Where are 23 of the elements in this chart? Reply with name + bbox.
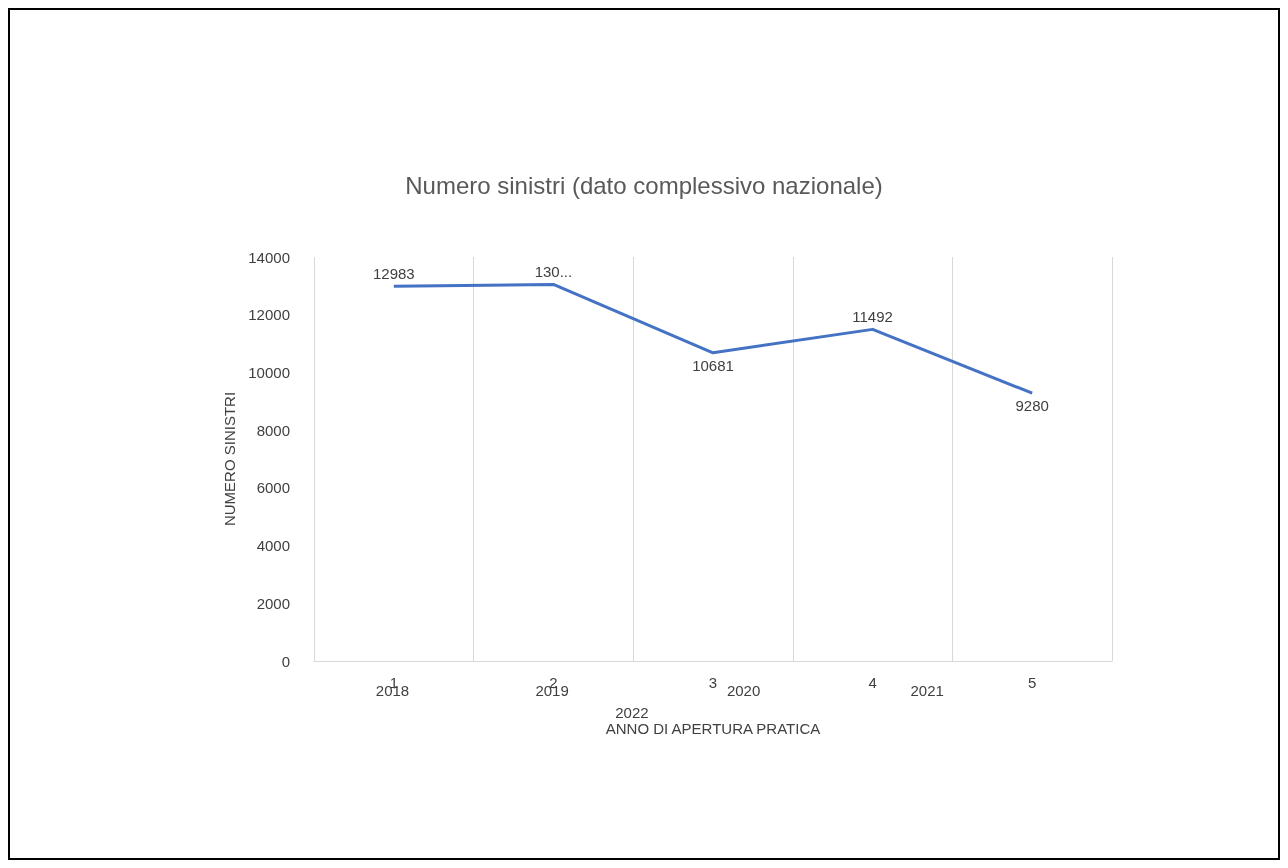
- data-label: 130...: [534, 263, 573, 281]
- text: 2021: [910, 682, 944, 699]
- data-label: 12983: [372, 265, 415, 283]
- y-tick-label: 0: [281, 652, 290, 670]
- y-tick-label: 4000: [256, 537, 290, 555]
- data-label: 11492: [852, 308, 893, 326]
- x-axis-title: ANNO DI APERTURA PRATICA: [605, 720, 821, 737]
- line-series: [392, 282, 1034, 395]
- x-tick-label: 4: [868, 674, 877, 691]
- y-tick-label: 14000: [248, 248, 290, 266]
- text: 2020: [726, 682, 761, 699]
- y-tick-label: 10000: [248, 363, 290, 381]
- y-tick-label: 6000: [256, 479, 290, 497]
- text: 2022: [615, 704, 649, 721]
- x-tick-label: 3: [708, 674, 718, 691]
- data-label: 10681: [692, 356, 734, 374]
- data-label: 9280: [1015, 397, 1049, 415]
- y-tick-label: 8000: [256, 421, 290, 439]
- x-tick-label: 5: [1028, 674, 1037, 691]
- y-tick-label: 12000: [248, 306, 290, 324]
- chart-title: Numero sinistri (dato complessivo nazionale): [405, 171, 883, 199]
- y-axis-title: NUMERO SINISTRI: [221, 391, 239, 527]
- y-tick-label: 2000: [256, 594, 290, 612]
